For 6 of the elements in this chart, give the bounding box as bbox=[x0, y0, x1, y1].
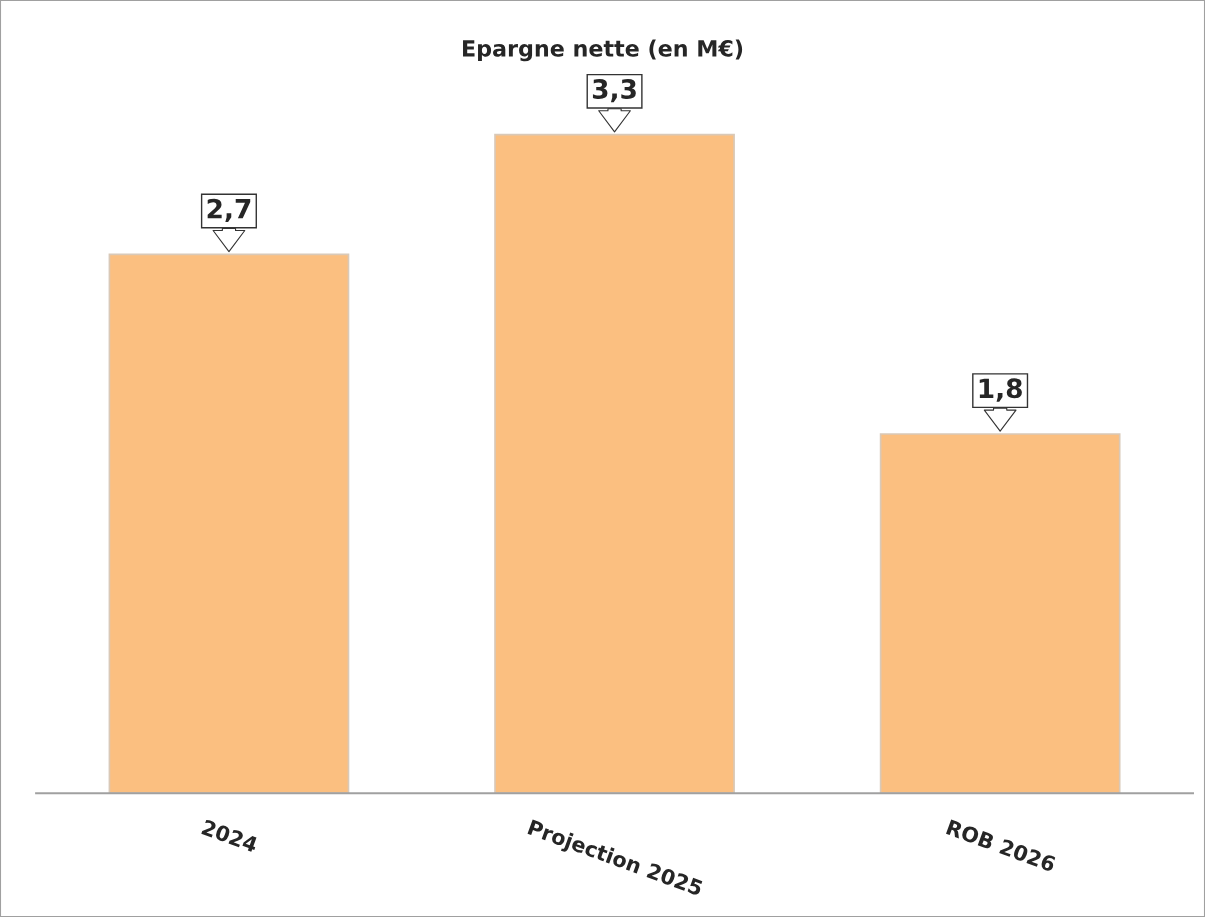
data-label: 2,7 bbox=[207, 198, 251, 223]
chart-title: Epargne nette (en M€) bbox=[463, 39, 743, 62]
data-label: 1,8 bbox=[979, 378, 1022, 402]
x-tick-label: 2024 bbox=[201, 819, 259, 853]
x-tick-label: ROB 2026 bbox=[945, 819, 1057, 873]
data-label: 3,3 bbox=[592, 79, 636, 103]
